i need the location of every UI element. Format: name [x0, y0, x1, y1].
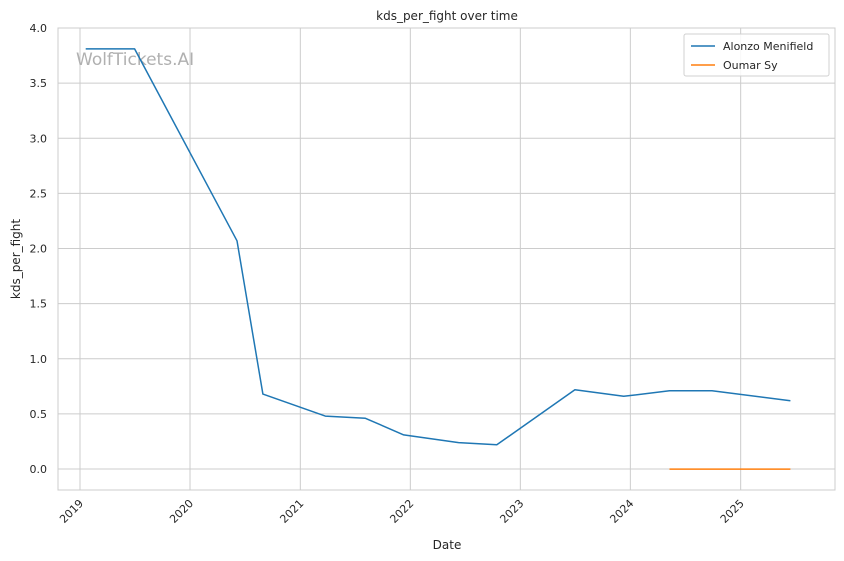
- y-tick-label: 2.0: [30, 243, 48, 256]
- grid-lines: [58, 27, 835, 490]
- y-tick-label: 1.0: [30, 353, 48, 366]
- y-tick-label: 0.0: [30, 463, 48, 476]
- y-tick-label: 2.5: [30, 187, 48, 200]
- y-tick-label: 3.5: [30, 77, 48, 90]
- series-line-0: [85, 48, 791, 446]
- series-lines: [85, 48, 791, 470]
- y-axis-label: kds_per_fight: [9, 219, 23, 300]
- y-tick-label: 0.5: [30, 408, 48, 421]
- y-tick-label: 4.0: [30, 22, 48, 35]
- legend: Alonzo Menifield Oumar Sy: [683, 33, 830, 77]
- plot-area: [57, 27, 836, 491]
- y-tick-label: 3.0: [30, 132, 48, 145]
- y-tick-label: 1.5: [30, 298, 48, 311]
- legend-label-0: Alonzo Menifield: [723, 40, 813, 53]
- legend-label-1: Oumar Sy: [723, 59, 778, 72]
- legend-items: Alonzo Menifield Oumar Sy: [691, 40, 813, 72]
- y-axis-ticks: 0.0 0.5 1.0 1.5 2.0 2.5 3.0 3.5 4.0: [30, 22, 48, 476]
- watermark-text: WolfTickets.AI: [76, 50, 194, 70]
- chart-title: kds_per_fight over time: [376, 9, 518, 23]
- x-axis-label: Date: [433, 538, 462, 552]
- legend-box: [683, 33, 830, 77]
